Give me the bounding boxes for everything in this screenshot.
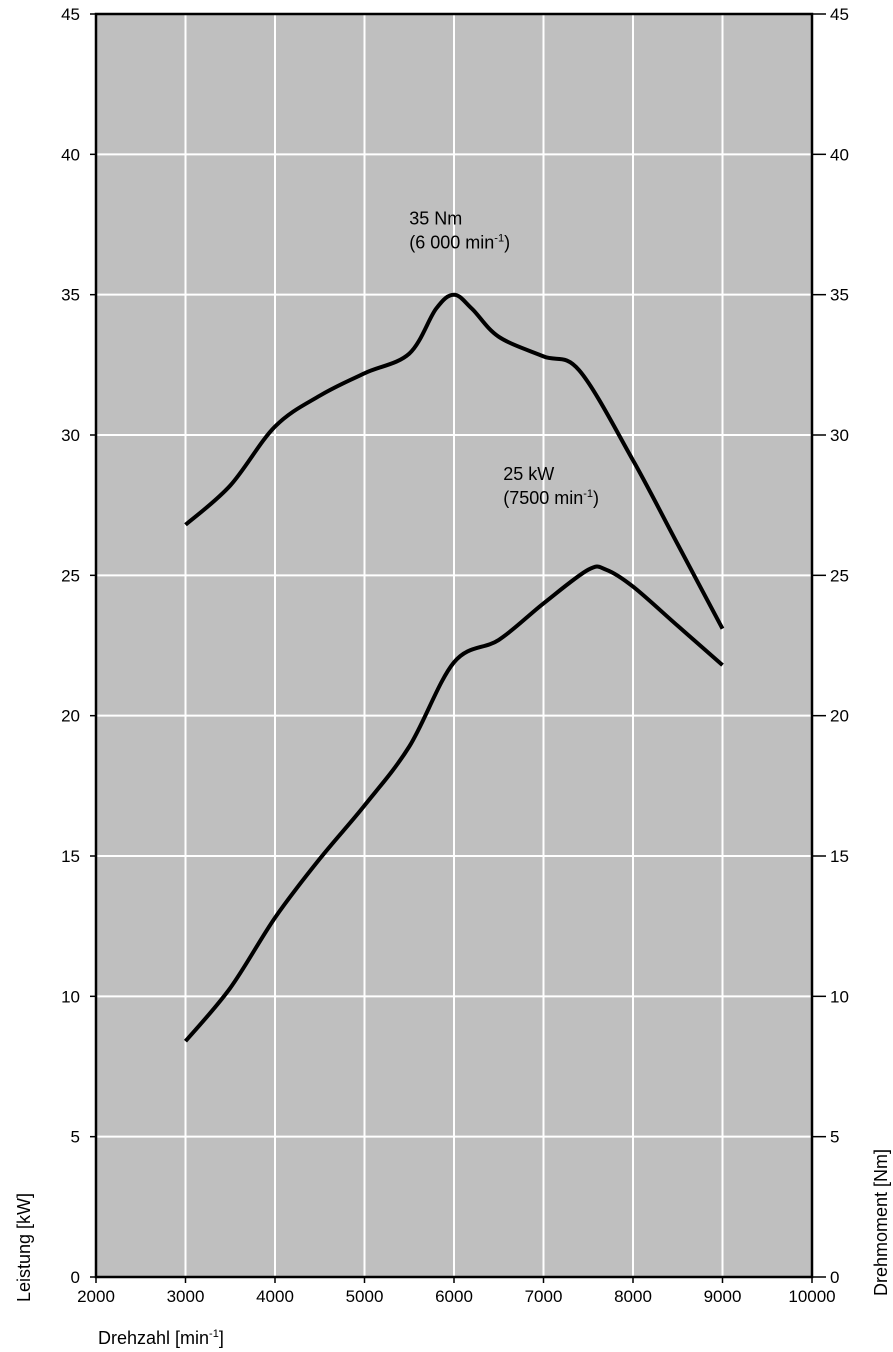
y-right-tick-label: 40	[830, 145, 849, 164]
y-right-tick-label: 30	[830, 426, 849, 445]
y-left-tick-label: 45	[61, 5, 80, 24]
power-curve	[183, 564, 724, 1043]
y-left-tick-label: 5	[71, 1128, 80, 1147]
x-axis-title: Drehzahl [min-1]	[98, 1328, 224, 1348]
series-group	[183, 292, 725, 1043]
annotation-line1: 35 Nm	[409, 209, 462, 229]
annotations: 35 Nm (6 000 min-1) 25 kW (7500 min-1)	[409, 209, 599, 508]
y-left-tick-label: 35	[61, 286, 80, 305]
x-tick-label: 10000	[788, 1287, 835, 1306]
y-axis-right-title: Drehmoment [Nm]	[871, 1149, 891, 1296]
annotation-line2: (6 000 min-1)	[409, 233, 510, 253]
y-left-tick-label: 30	[61, 426, 80, 445]
x-tick-label: 6000	[435, 1287, 473, 1306]
annotation-line1: 25 kW	[503, 464, 554, 484]
y-right-tick-label: 5	[830, 1128, 839, 1147]
x-tick-label: 9000	[704, 1287, 742, 1306]
x-tick-label: 2000	[77, 1287, 115, 1306]
y-left-tick-label: 25	[61, 566, 80, 585]
y-left-tick-label: 40	[61, 145, 80, 164]
annotation-line2: (7500 min-1)	[503, 488, 599, 508]
y-left-tick-label: 10	[61, 987, 80, 1006]
x-tick-label: 3000	[167, 1287, 205, 1306]
y-left-tick-label: 20	[61, 707, 80, 726]
y-right-tick-label: 35	[830, 286, 849, 305]
grid	[96, 14, 812, 1277]
y-right-tick-label: 0	[830, 1268, 839, 1287]
y-right-tick-label: 10	[830, 987, 849, 1006]
y-right-tick-label: 20	[830, 707, 849, 726]
x-tick-label: 8000	[614, 1287, 652, 1306]
x-tick-label: 4000	[256, 1287, 294, 1306]
y-axis-left-title: Leistung [kW]	[14, 1193, 34, 1302]
y-right-tick-label: 15	[830, 847, 849, 866]
x-tick-label: 7000	[525, 1287, 563, 1306]
torque-curve	[184, 292, 725, 630]
y-right-tick-label: 25	[830, 566, 849, 585]
y-left-tick-label: 15	[61, 847, 80, 866]
y-right-tick-label: 45	[830, 5, 849, 24]
x-tick-label: 5000	[346, 1287, 384, 1306]
y-left-tick-label: 0	[71, 1268, 80, 1287]
